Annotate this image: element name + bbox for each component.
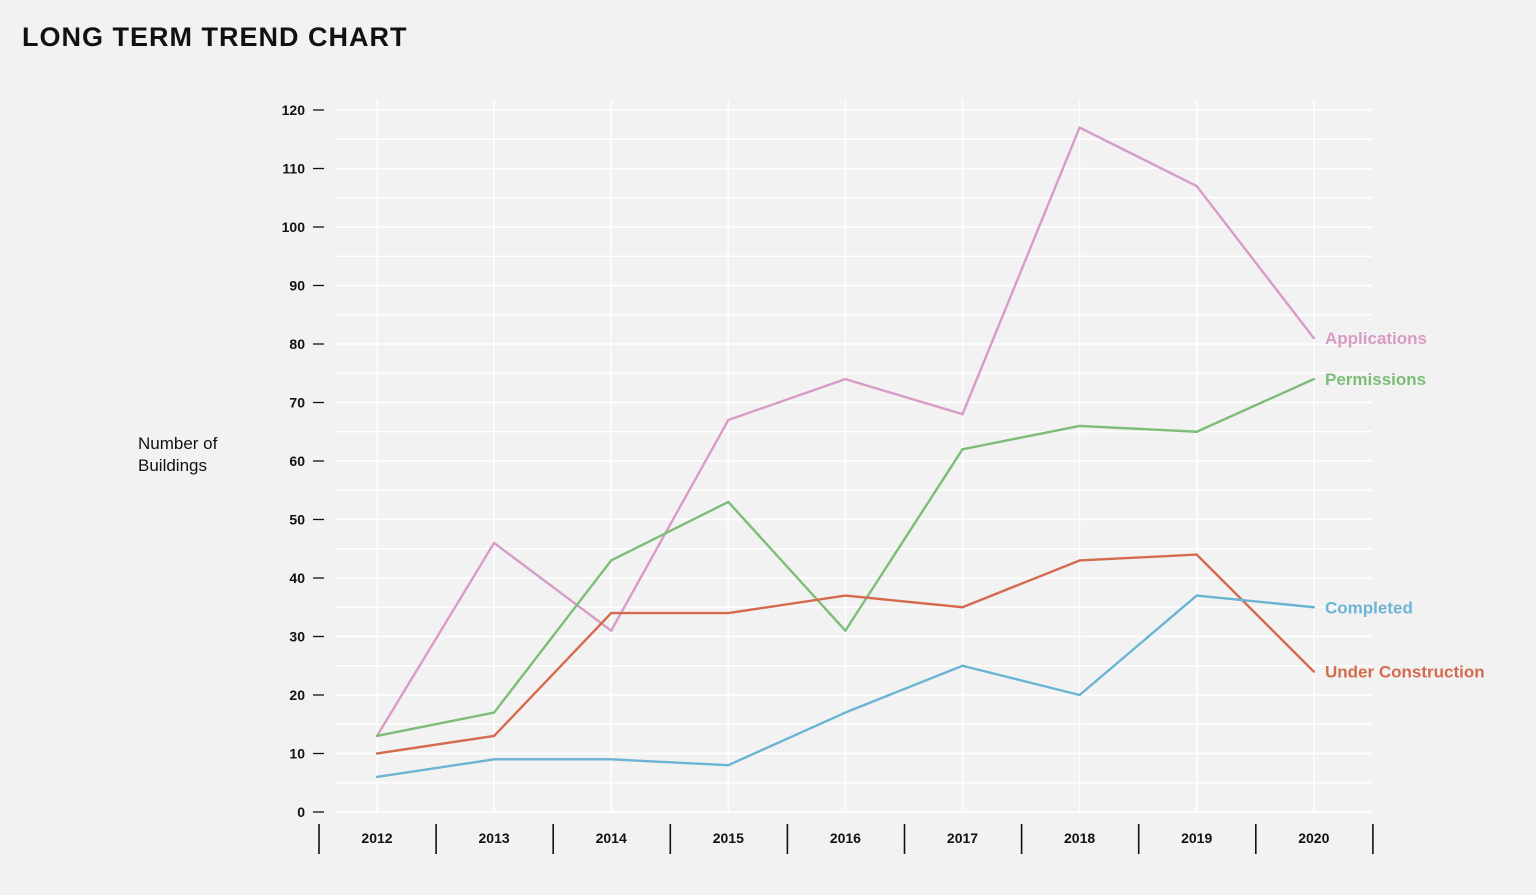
data-point-under-construction — [492, 734, 496, 738]
series-label-applications: Applications — [1325, 329, 1427, 348]
data-point-completed — [727, 764, 730, 767]
data-point-under-construction — [844, 594, 847, 597]
data-point-completed — [1078, 693, 1081, 697]
x-tick-label: 2018 — [1064, 830, 1095, 846]
data-point-completed — [492, 758, 496, 761]
y-tick-label: 90 — [289, 278, 305, 294]
y-tick-label: 0 — [297, 804, 305, 820]
y-tick-label: 40 — [289, 570, 305, 586]
data-point-permissions — [1312, 377, 1316, 381]
data-point-permissions — [1195, 430, 1198, 433]
data-point-under-construction — [1078, 559, 1081, 562]
y-tick-label: 10 — [289, 746, 305, 762]
data-point-permissions — [492, 711, 496, 714]
data-point-applications — [492, 541, 496, 545]
series-label-under-construction: Under Construction — [1325, 663, 1485, 682]
series-label-permissions: Permissions — [1325, 370, 1426, 389]
y-tick-label: 50 — [289, 512, 305, 528]
y-tick-label: 80 — [289, 336, 305, 352]
data-point-completed — [1195, 594, 1198, 597]
x-tick-label: 2014 — [596, 830, 627, 846]
data-point-applications — [1312, 336, 1316, 340]
data-point-permissions — [375, 734, 379, 738]
data-point-applications — [1078, 126, 1081, 129]
y-tick-label: 30 — [289, 629, 305, 645]
y-tick-label: 60 — [289, 453, 305, 469]
data-point-under-construction — [961, 606, 964, 609]
data-point-under-construction — [610, 611, 613, 615]
x-tick-label: 2013 — [479, 830, 510, 846]
data-point-permissions — [844, 629, 847, 632]
data-point-permissions — [961, 448, 964, 451]
y-tick-label: 100 — [282, 219, 306, 235]
data-point-permissions — [1078, 424, 1081, 428]
data-point-permissions — [610, 559, 613, 562]
data-point-applications — [727, 418, 730, 422]
y-tick-label: 120 — [282, 102, 306, 118]
data-point-completed — [961, 664, 964, 667]
data-point-applications — [610, 629, 613, 632]
data-point-completed — [844, 711, 847, 714]
chart-title: LONG TERM TREND CHART — [22, 22, 408, 52]
x-tick-label: 2020 — [1298, 830, 1329, 846]
y-axis-label: Number of Buildings — [138, 434, 218, 475]
x-tick-label: 2019 — [1181, 830, 1212, 846]
data-point-permissions — [727, 500, 730, 504]
data-point-completed — [610, 758, 613, 761]
y-tick-label: 70 — [289, 395, 305, 411]
x-tick-label: 2012 — [361, 830, 392, 846]
data-point-applications — [1195, 184, 1198, 188]
data-point-under-construction — [1195, 553, 1198, 556]
data-point-under-construction — [727, 611, 730, 615]
data-point-applications — [961, 413, 964, 416]
series-label-completed: Completed — [1325, 598, 1413, 617]
x-tick-label: 2015 — [713, 830, 744, 846]
data-point-completed — [375, 775, 379, 779]
data-point-under-construction — [1312, 670, 1316, 673]
y-tick-label: 110 — [282, 161, 305, 177]
data-point-under-construction — [375, 752, 379, 755]
data-point-completed — [1312, 606, 1316, 609]
x-tick-label: 2016 — [830, 830, 861, 846]
x-tick-label: 2017 — [947, 830, 978, 846]
data-point-applications — [844, 377, 847, 381]
y-tick-label: 20 — [289, 687, 305, 703]
